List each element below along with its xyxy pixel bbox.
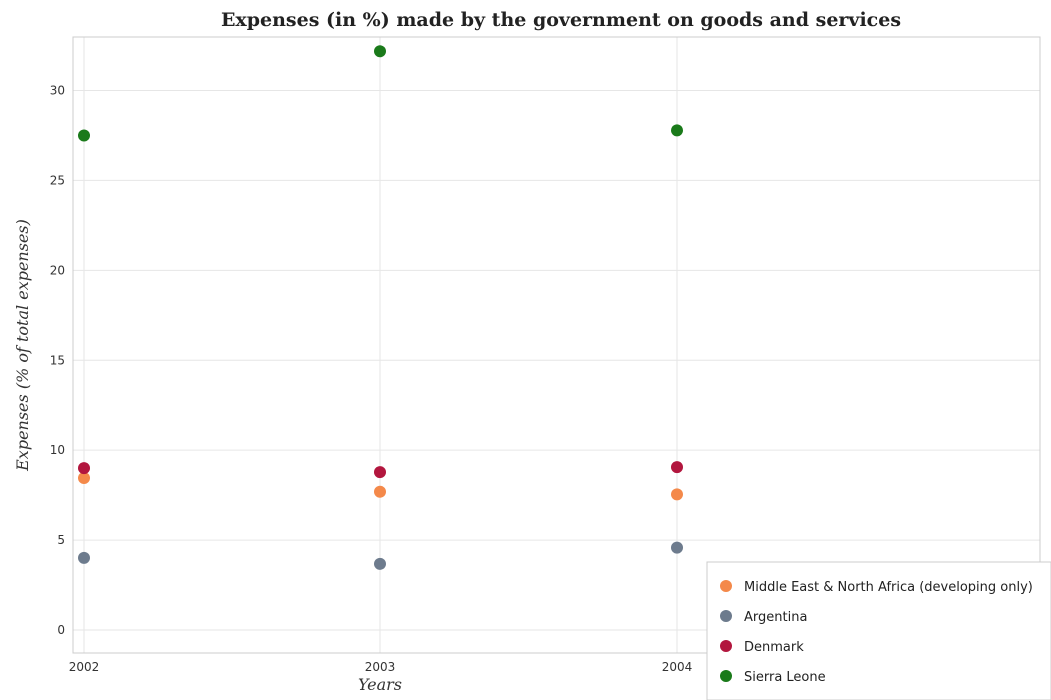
legend: Middle East & North Africa (developing o… [706,561,1051,700]
x-axis: 2002 2003 2004 [69,660,693,674]
data-point [78,472,90,485]
data-points [78,45,683,570]
data-point [671,488,683,501]
legend-label: Argentina [744,610,807,625]
x-axis-label: Years [358,675,402,694]
y-tick-label: 30 [50,84,65,98]
legend-marker [720,670,732,682]
x-tick-label: 2004 [662,660,693,674]
y-tick-label: 15 [50,353,65,367]
legend-label: Sierra Leone [744,670,826,685]
data-point [78,129,90,142]
plot-frame [72,36,1041,654]
legend-marker [720,610,732,622]
data-point [671,461,683,474]
legend-label: Denmark [744,640,804,655]
data-point [374,466,386,479]
data-point [671,124,683,137]
y-tick-label: 25 [50,173,65,187]
chart-title: Expenses (in %) made by the government o… [221,9,901,31]
data-point [374,557,386,570]
legend-label: Middle East & North Africa (developing o… [744,580,1033,595]
data-point [374,485,386,498]
data-point [671,541,683,554]
y-tick-label: 5 [57,533,65,547]
y-tick-label: 10 [50,443,65,457]
data-point [374,45,386,58]
legend-marker [720,580,732,592]
x-tick-label: 2002 [69,660,100,674]
grid [73,37,1040,653]
data-point [78,551,90,564]
x-tick-label: 2003 [365,660,396,674]
legend-marker [720,640,732,652]
y-tick-label: 20 [50,263,65,277]
y-tick-label: 0 [57,623,65,637]
y-axis-label: Expenses (% of total expenses) [13,219,32,472]
y-axis: 0 5 10 15 20 25 30 [50,84,65,638]
legend-box [706,561,1051,700]
data-point [78,462,90,475]
